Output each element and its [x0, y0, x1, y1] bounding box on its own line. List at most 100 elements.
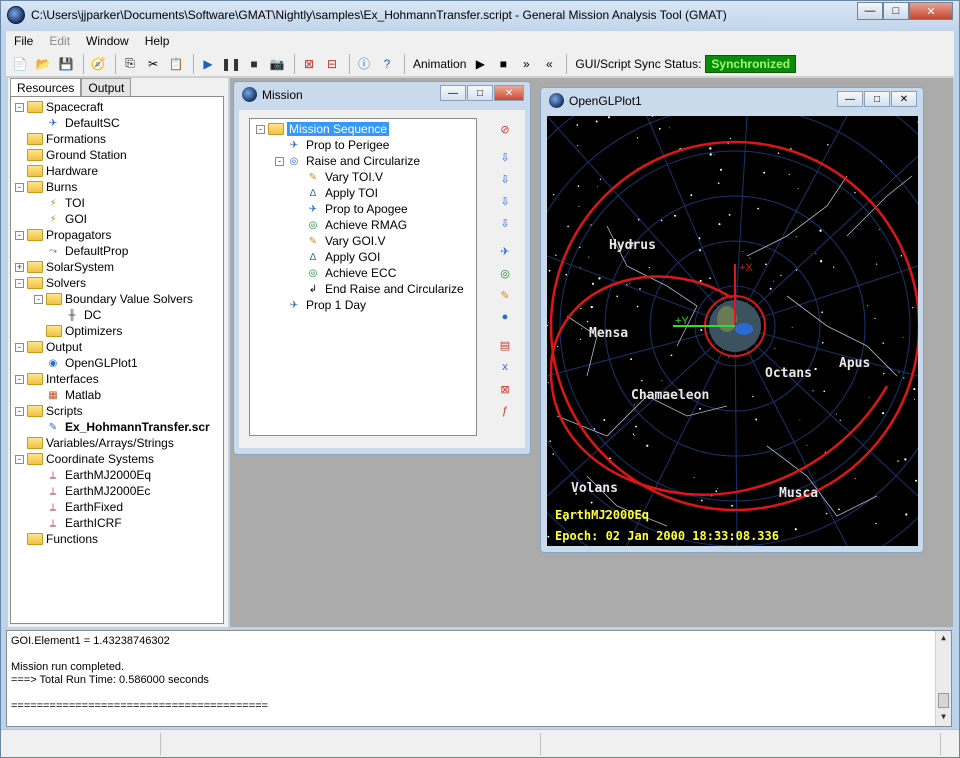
menu-file[interactable]: File	[14, 34, 34, 48]
append-target-icon[interactable]: ◎	[500, 267, 510, 280]
animation-play-icon[interactable]: ▶	[475, 56, 485, 71]
tree-item[interactable]: ⚡ TOI	[34, 195, 84, 211]
tree-item[interactable]: + SolarSystem	[15, 259, 114, 275]
new-file-icon[interactable]: 📄	[12, 56, 28, 71]
tree-item[interactable]: ✈ Prop 1 Day	[275, 297, 366, 313]
cut-icon[interactable]: ✂	[147, 56, 159, 71]
tree-item[interactable]: Δ Apply TOI	[294, 185, 378, 201]
load-mission-icon[interactable]: 🧭	[90, 56, 106, 71]
collapse-icon[interactable]: -	[15, 406, 24, 416]
opengl-minimize-button[interactable]: —	[837, 91, 863, 107]
collapse-icon[interactable]: -	[34, 294, 43, 304]
tree-item[interactable]: ✈ DefaultSC	[34, 115, 120, 131]
opengl-close-button[interactable]: ✕	[891, 91, 917, 107]
tree-item[interactable]: - Propagators	[15, 227, 111, 243]
collapse-icon[interactable]: -	[15, 230, 24, 240]
animation-slower-icon[interactable]: «	[546, 56, 553, 71]
message-output[interactable]: GOI.Element1 = 1.43238746302 Mission run…	[6, 630, 952, 727]
tree-item[interactable]: ╫ DC	[53, 307, 101, 323]
opengl-title-bar[interactable]: OpenGLPlot1 — □ ✕	[541, 88, 923, 114]
remove-plot-icon[interactable]: ⊠	[500, 383, 510, 396]
tree-item[interactable]: ✎ Vary TOI.V	[294, 169, 383, 185]
tree-item[interactable]: Hardware	[15, 163, 98, 179]
tree-item[interactable]: ⟂ EarthMJ2000Eq	[34, 467, 151, 483]
tree-item[interactable]: - Scripts	[15, 403, 83, 419]
tree-item[interactable]: ✈ Prop to Apogee	[294, 201, 408, 217]
maximize-button[interactable]: □	[883, 2, 909, 20]
collapse-icon[interactable]: -	[256, 124, 265, 134]
menu-edit[interactable]: Edit	[49, 34, 71, 48]
help-icon[interactable]: ?	[383, 56, 391, 71]
tree-item[interactable]: - Solvers	[15, 275, 86, 291]
animation-faster-icon[interactable]: »	[523, 56, 530, 71]
tab-output[interactable]: Output	[81, 78, 132, 96]
remove-variable-icon[interactable]: x	[502, 361, 508, 373]
remove-function-icon[interactable]: ƒ	[501, 405, 509, 417]
tree-item[interactable]: - Interfaces	[15, 371, 99, 387]
tree-item[interactable]: - Coordinate Systems	[15, 451, 154, 467]
paste-icon[interactable]: 📋	[168, 56, 184, 71]
tree-item[interactable]: ↲ End Raise and Circularize	[294, 281, 464, 297]
collapse-icon[interactable]: -	[15, 342, 24, 352]
mission-minimize-button[interactable]: —	[440, 85, 466, 101]
tree-item[interactable]: ⟂ EarthFixed	[34, 499, 123, 515]
tree-item[interactable]: Ground Station	[15, 147, 127, 163]
delete-icon[interactable]: ▤	[499, 339, 511, 352]
minimize-button[interactable]: —	[857, 2, 883, 20]
tree-item[interactable]: ◎ Achieve RMAG	[294, 217, 407, 233]
animation-stop-icon[interactable]: ■	[499, 56, 507, 71]
close-button[interactable]: ✕	[909, 2, 953, 20]
tree-item[interactable]: ⟂ EarthICRF	[34, 515, 122, 531]
tree-item[interactable]: ⟂ EarthMJ2000Ec	[34, 483, 151, 499]
menu-help[interactable]: Help	[144, 34, 170, 48]
mission-maximize-button[interactable]: □	[467, 85, 493, 101]
tree-item[interactable]: ✈ Prop to Perigee	[275, 137, 390, 153]
tree-item[interactable]: ✎ Ex_HohmannTransfer.scr	[34, 419, 210, 435]
title-bar[interactable]: C:\Users\jjparker\Documents\Software\GMA…	[1, 1, 959, 31]
append-propagate-icon[interactable]: ✈	[500, 245, 510, 258]
tab-resources[interactable]: Resources	[10, 78, 82, 96]
tree-item[interactable]: Variables/Arrays/Strings	[15, 435, 174, 451]
mission-close-button[interactable]: ✕	[494, 85, 524, 101]
tree-item[interactable]: Optimizers	[34, 323, 122, 339]
tree-item[interactable]: ⤳ DefaultProp	[34, 243, 128, 259]
tree-item[interactable]: - Boundary Value Solvers	[34, 291, 193, 307]
stop-icon[interactable]: ■	[250, 56, 258, 71]
collapse-icon[interactable]: -	[275, 156, 284, 166]
tree-item[interactable]: Δ Apply GOI	[294, 249, 381, 265]
tree-item[interactable]: - ◎ Raise and Circularize	[275, 153, 420, 169]
tree-item[interactable]: ▦ Matlab	[34, 387, 101, 403]
mission-disable-icon[interactable]: ⊘	[500, 123, 510, 136]
menu-window[interactable]: Window	[86, 34, 129, 48]
pause-icon[interactable]: ❚❚	[220, 56, 242, 71]
open-folder-icon[interactable]: 📂	[35, 56, 51, 71]
tree-item[interactable]: Formations	[15, 131, 106, 147]
tree-item[interactable]: ◎ Achieve ECC	[294, 265, 397, 281]
opengl-maximize-button[interactable]: □	[864, 91, 890, 107]
insert-last-icon[interactable]: ⇩	[500, 217, 510, 230]
append-plot-icon[interactable]: ●	[501, 311, 509, 323]
collapse-icon[interactable]: -	[15, 182, 24, 192]
insert-after-icon[interactable]: ⇩	[500, 173, 510, 186]
save-icon[interactable]: 💾	[58, 56, 74, 71]
insert-before-icon[interactable]: ⇩	[500, 151, 510, 164]
append-report-icon[interactable]: ✎	[500, 289, 510, 302]
tree-item[interactable]: - Spacecraft	[15, 99, 103, 115]
insert-child-icon[interactable]: ⇩	[500, 195, 510, 208]
tree-item[interactable]: ✎ Vary GOI.V	[294, 233, 386, 249]
close-children-icon[interactable]: ⊠	[303, 56, 315, 71]
run-icon[interactable]: ▶	[203, 56, 213, 71]
orbit-view-graphic[interactable]: +X +Y Hydrus Mensa Octans Apus Chamaeleo…	[547, 116, 918, 546]
collapse-icon[interactable]: -	[15, 278, 24, 288]
expand-icon[interactable]: +	[15, 261, 24, 272]
info-icon[interactable]: ⓘ	[357, 57, 370, 71]
copy-icon[interactable]: ⎘	[125, 56, 135, 70]
tree-item[interactable]: - Mission Sequence	[256, 121, 390, 137]
collapse-icon[interactable]: -	[15, 102, 24, 112]
tree-item[interactable]: ◉ OpenGLPlot1	[34, 355, 138, 371]
tree-item[interactable]: - Burns	[15, 179, 77, 195]
scroll-down-icon[interactable]: ▼	[941, 712, 946, 721]
scroll-thumb[interactable]	[938, 693, 949, 708]
collapse-icon[interactable]: -	[15, 374, 24, 384]
tree-item[interactable]: Functions	[15, 531, 98, 547]
